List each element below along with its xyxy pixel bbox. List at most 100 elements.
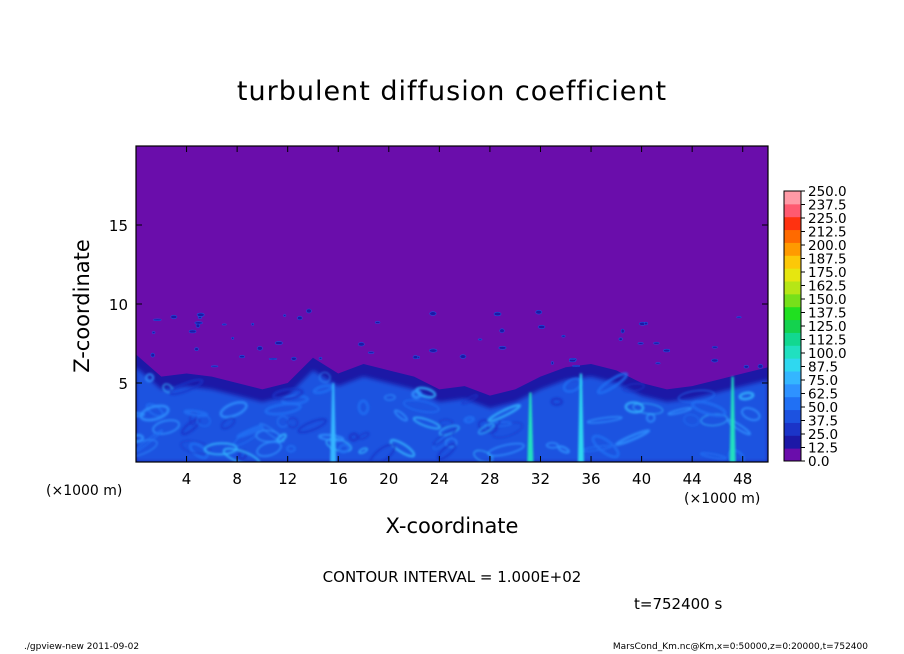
blob	[170, 315, 178, 319]
blob	[757, 364, 764, 369]
colorbar-label: 75.0	[808, 373, 838, 389]
eddy	[487, 442, 525, 457]
diffusion-field	[136, 308, 768, 462]
eddy	[180, 440, 211, 455]
turbulent-eddies	[136, 371, 761, 462]
blob	[151, 331, 156, 334]
colorbar-label: 100.0	[808, 346, 847, 362]
eddy	[411, 389, 422, 400]
x-tick-label: 48	[733, 470, 752, 488]
eddy	[699, 452, 727, 460]
blob	[535, 309, 543, 315]
x-tick-label: 16	[329, 470, 348, 488]
eddy	[297, 418, 328, 434]
x-tick-label: 4	[182, 470, 192, 488]
blob	[150, 352, 155, 358]
blob	[428, 348, 438, 353]
x-tick-label: 28	[480, 470, 499, 488]
x-tick-label: 8	[232, 470, 242, 488]
colorbar-swatch	[784, 255, 801, 269]
x-tick-label: 44	[683, 470, 702, 488]
footer-program-date: ./gpview-new 2011-09-02	[24, 642, 140, 652]
blob	[188, 329, 197, 334]
colorbar-swatch	[784, 191, 801, 205]
colorbar-swatch	[784, 371, 801, 385]
blob	[251, 322, 255, 326]
eddy	[491, 421, 523, 439]
eddy	[726, 418, 751, 436]
eddy	[152, 419, 181, 435]
colorbar-swatch	[784, 306, 801, 321]
colorbar-swatch	[784, 345, 801, 359]
boundary-layer-inner	[136, 367, 768, 462]
colorbar-swatch	[784, 435, 801, 449]
blob	[194, 347, 199, 351]
blob	[655, 362, 661, 365]
eddy	[319, 371, 331, 383]
blob	[318, 357, 323, 360]
plume	[577, 373, 584, 462]
eddy	[357, 399, 370, 416]
eddy	[144, 373, 155, 383]
eddy	[369, 443, 396, 462]
eddy	[384, 394, 396, 401]
eddy	[169, 378, 204, 396]
plume	[729, 376, 736, 462]
eddy	[545, 442, 559, 449]
colorbar-label: 187.5	[808, 252, 847, 268]
colorbar-swatch	[784, 203, 801, 218]
blob	[268, 357, 278, 360]
blob	[412, 355, 419, 360]
blob	[367, 351, 375, 354]
blob	[239, 355, 245, 359]
colorbar-swatch	[784, 396, 801, 411]
eddy	[596, 372, 629, 395]
eddy	[203, 442, 238, 456]
eddy	[264, 402, 302, 416]
colorbar-label: 50.0	[808, 400, 838, 416]
x-tick-label: 12	[278, 470, 297, 488]
colorbar-swatch	[784, 332, 801, 346]
colorbar-swatch	[784, 268, 801, 282]
colorbar-label: 200.0	[808, 238, 847, 254]
blob	[194, 321, 203, 325]
colorbar-swatch	[784, 358, 801, 372]
eddy	[136, 433, 145, 443]
colorbar-label: 112.5	[808, 333, 847, 349]
colorbar-swatch	[784, 448, 801, 462]
eddy	[256, 441, 282, 457]
eddy	[557, 445, 570, 454]
eddy	[139, 404, 170, 422]
colorbar-swatch	[784, 383, 801, 398]
eddy	[180, 418, 201, 436]
colorbar-label: 0.0	[808, 454, 829, 470]
eddy	[624, 401, 645, 414]
blob	[196, 312, 205, 317]
eddy	[412, 416, 441, 430]
eddy	[402, 399, 440, 414]
colorbar-label: 62.5	[808, 387, 838, 403]
eddy	[255, 429, 281, 443]
eddy	[690, 400, 727, 418]
eddy	[219, 401, 248, 419]
colorbar-label: 212.5	[808, 225, 847, 241]
chart-title: turbulent diffusion coefficient	[236, 76, 668, 107]
blob	[153, 318, 162, 321]
eddy	[463, 416, 475, 424]
colorbar-label: 225.0	[808, 211, 847, 227]
eddy	[287, 417, 299, 429]
blob	[712, 346, 718, 349]
eddy	[438, 424, 460, 436]
eddy	[438, 418, 454, 428]
x-axis-ticks: 4 8 12 16 20 24 28 32 36 40 44 48	[182, 146, 752, 488]
eddy	[358, 447, 368, 454]
bright-plumes	[330, 373, 736, 462]
eddy	[436, 442, 457, 461]
blob	[561, 335, 566, 338]
colorbar-label: 125.0	[808, 319, 847, 335]
eddy	[667, 407, 693, 416]
eddy	[189, 442, 209, 460]
eddy	[259, 423, 285, 443]
blob	[306, 308, 312, 314]
colorbar-label: 175.0	[808, 265, 847, 281]
